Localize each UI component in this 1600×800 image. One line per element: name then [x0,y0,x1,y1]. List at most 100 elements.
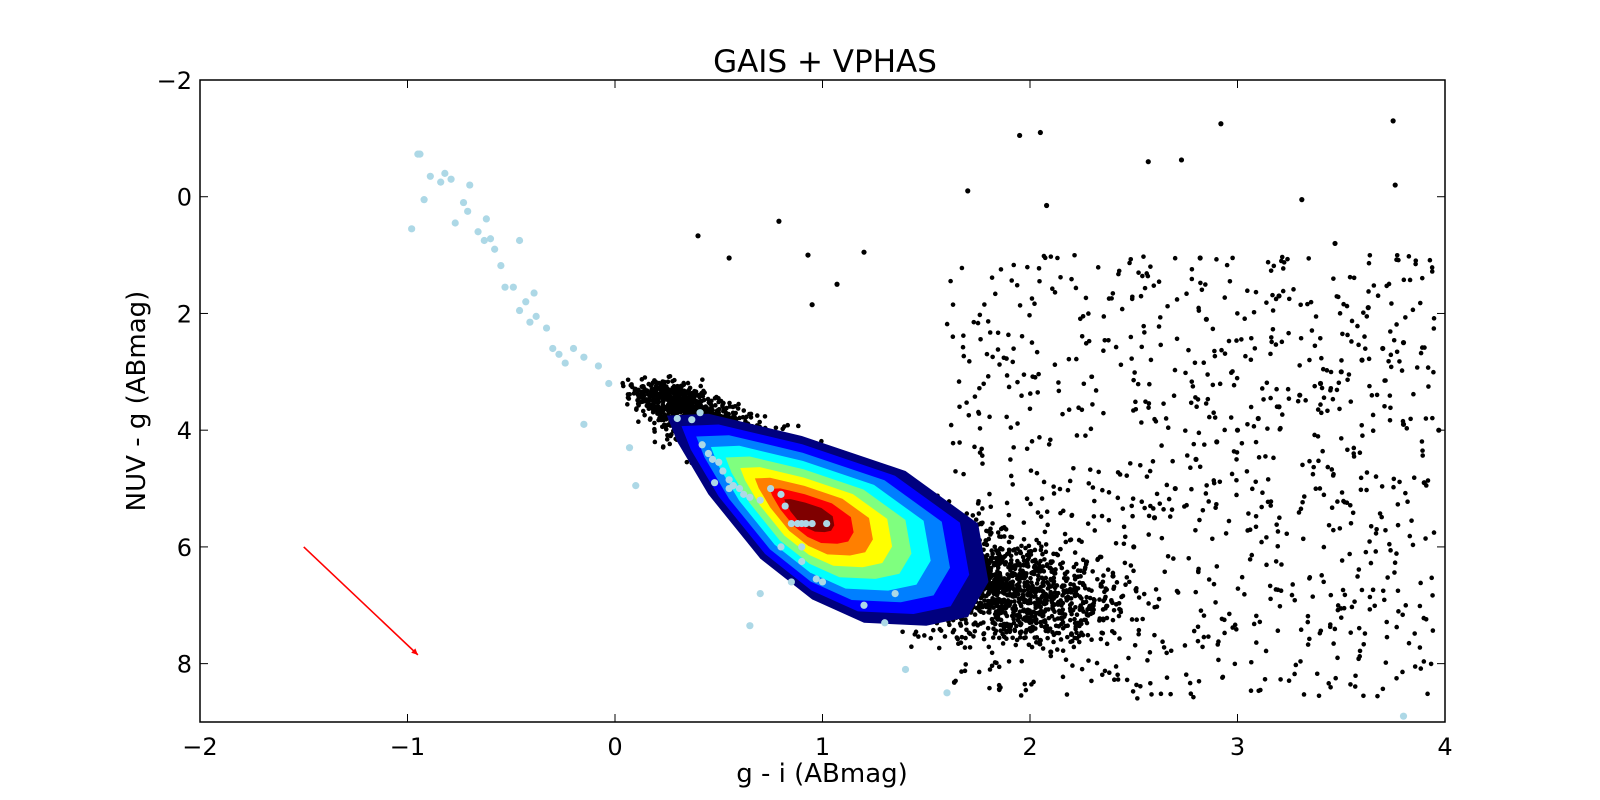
field-point [1039,623,1044,629]
field-point [1060,648,1066,654]
field-point [1103,606,1108,611]
field-point [1058,546,1063,552]
field-point [989,530,994,536]
field-point [1041,583,1046,588]
field-point [1153,587,1159,592]
field-point [646,381,652,387]
field-point [1030,569,1036,575]
field-point [1033,603,1038,608]
field-point [1042,593,1047,599]
field-point [1141,591,1147,597]
field-point [1131,544,1137,550]
field-point [1053,567,1058,572]
field-point [634,407,639,412]
field-point [698,398,704,404]
field-point [985,528,991,534]
field-point [1218,121,1224,127]
field-point [809,302,815,308]
field-point [1059,565,1065,571]
field-point [1069,631,1074,636]
field-point [1392,182,1398,188]
field-point [1046,581,1051,587]
field-point [664,397,670,402]
field-point [1052,609,1057,615]
field-point [652,439,658,445]
field-point [964,627,969,633]
field-point [958,623,964,628]
field-point [1049,567,1054,572]
field-point [950,629,956,635]
field-point [1365,305,1371,311]
field-point [1000,641,1006,646]
field-point [660,445,666,450]
field-point [1000,598,1006,604]
field-point [1011,594,1016,599]
field-point [995,617,1001,622]
field-point [1017,549,1023,554]
field-point [698,383,704,389]
field-point [721,400,726,406]
field-point [1010,547,1016,553]
field-point [1015,546,1020,551]
field-point [1076,639,1082,645]
field-point [995,551,1001,556]
field-point [1060,600,1066,606]
field-point [1338,369,1344,375]
field-point [1101,573,1106,578]
field-point [985,625,991,631]
field-point [667,441,673,447]
field-point [995,530,1001,535]
field-point [993,556,999,561]
field-point [1098,584,1104,589]
field-point [942,634,948,639]
field-point [715,408,721,413]
field-point [986,644,992,650]
field-point [757,419,762,425]
field-point [1034,581,1040,586]
field-point [1020,608,1026,614]
field-point [1023,630,1028,635]
field-point [668,433,673,439]
field-point [665,386,671,392]
field-point [681,382,687,388]
field-point [658,415,664,421]
field-point [1025,593,1031,598]
field-point [909,644,914,649]
field-point [999,604,1005,610]
field-point [742,415,748,421]
field-point [1013,642,1019,648]
field-point [1032,635,1038,640]
field-point [1006,547,1012,553]
field-point [987,607,992,612]
field-point [1007,625,1012,630]
field-point [635,401,641,407]
field-point [1145,159,1151,165]
field-point [641,384,646,389]
field-point [1036,603,1042,609]
field-point [1042,557,1047,562]
field-point [1102,668,1108,674]
field-point [989,548,995,553]
field-point [1048,649,1054,655]
field-point [684,459,690,465]
field-point [662,412,668,417]
field-point [716,399,721,405]
field-point [1044,562,1050,567]
field-point [762,414,768,419]
field-point [747,411,752,417]
field-point [625,392,631,397]
field-point [1043,549,1049,555]
field-point [1038,620,1043,625]
field-point [1113,540,1119,546]
field-point [1178,157,1185,163]
field-point [982,598,987,603]
field-point [990,595,995,601]
field-point [1110,600,1115,606]
field-point [1068,590,1074,595]
field-point [650,380,656,385]
field-point [727,400,732,406]
field-point [1297,392,1303,398]
field-point [1058,637,1064,642]
field-point [635,397,640,403]
